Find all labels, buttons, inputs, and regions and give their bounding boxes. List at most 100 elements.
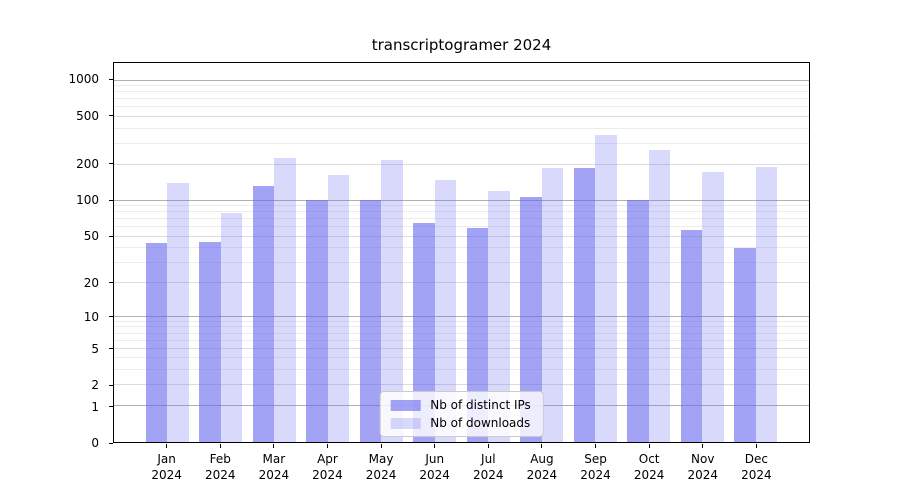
x-tick-label-may: May 2024: [349, 451, 413, 483]
y-tick-label: 500: [76, 108, 99, 123]
bar-downloads-jul: [488, 191, 510, 442]
x-tick-label-aug: Aug 2024: [510, 451, 574, 483]
bar-group-dec: [734, 63, 778, 442]
x-tick-mark: [702, 444, 704, 448]
x-tick-year: 2024: [633, 468, 665, 482]
y-tick-label: 10: [83, 309, 99, 324]
bars-layer: [114, 63, 809, 442]
bar-group-jul: [466, 63, 510, 442]
x-tick-month: Feb: [209, 452, 231, 466]
x-tick-year: 2024: [204, 468, 236, 482]
x-tick-month: May: [368, 452, 394, 466]
bar-distinct-ips-feb: [199, 241, 221, 442]
x-tick-mark: [648, 444, 650, 448]
x-tick-month: Oct: [638, 452, 660, 466]
gridline-minor: [114, 106, 809, 108]
x-tick-label-sep: Sep 2024: [564, 451, 628, 483]
x-tick-month: Sep: [584, 452, 607, 466]
y-tick-label: 50: [83, 229, 99, 244]
gridline-labeled: [114, 163, 809, 165]
plot-area: Nb of distinct IPs Nb of downloads: [113, 62, 810, 443]
x-tick-mark: [380, 444, 382, 448]
bar-group-oct: [627, 63, 671, 442]
y-tick-mark: [109, 316, 113, 318]
x-tick-mark: [273, 444, 275, 448]
x-tick-label-dec: Dec 2024: [724, 451, 788, 483]
x-tick-label-feb: Feb 2024: [188, 451, 252, 483]
bar-downloads-aug: [541, 167, 564, 442]
y-tick-label: 100: [76, 193, 99, 208]
x-tick-mark: [487, 444, 489, 448]
x-tick-label-jul: Jul 2024: [456, 451, 520, 483]
y-tick-label: 20: [83, 275, 99, 290]
y-tick-mark: [109, 282, 113, 284]
bar-downloads-jun: [434, 179, 457, 442]
x-tick-year: 2024: [151, 468, 182, 482]
bar-group-sep: [573, 63, 617, 442]
gridline-minor: [114, 332, 809, 334]
gridline-labeled: [114, 347, 809, 349]
legend-swatch-distinct-ips: [390, 399, 421, 411]
x-tick-year: 2024: [526, 468, 558, 482]
x-tick-year: 2024: [419, 468, 450, 482]
y-tick-mark: [109, 406, 113, 408]
bar-group-apr: [306, 63, 350, 442]
gridline-major: [114, 199, 809, 201]
x-tick-year: 2024: [365, 468, 397, 482]
y-tick-mark: [109, 235, 113, 237]
bar-distinct-ips-dec: [734, 247, 756, 442]
gridline-minor: [114, 142, 809, 144]
gridline-minor: [114, 247, 809, 249]
y-tick-mark: [109, 115, 113, 117]
y-tick-mark: [109, 199, 113, 201]
x-tick-year: 2024: [312, 468, 343, 482]
y-tick-label: 200: [76, 156, 99, 171]
gridline-minor: [114, 85, 809, 87]
x-tick-month: Mar: [262, 452, 286, 466]
x-tick-mark: [166, 444, 168, 448]
x-tick-mark: [755, 444, 757, 448]
x-tick-month: Aug: [530, 452, 554, 466]
y-tick-label: 2: [91, 378, 99, 393]
gridline-minor: [114, 98, 809, 100]
bar-group-nov: [680, 63, 724, 442]
bar-downloads-feb: [220, 212, 243, 442]
x-tick-year: 2024: [741, 468, 772, 482]
legend-item-downloads: Nb of downloads: [390, 416, 531, 430]
gridline-labeled: [114, 115, 809, 117]
gridline-minor: [114, 326, 809, 328]
bar-group-aug: [520, 63, 564, 442]
chart-title: transcriptogramer 2024: [371, 36, 552, 54]
bar-downloads-nov: [702, 171, 724, 442]
bar-distinct-ips-may: [359, 199, 382, 442]
x-tick-label-oct: Oct 2024: [617, 451, 681, 483]
x-tick-mark: [595, 444, 597, 448]
bar-distinct-ips-aug: [520, 196, 542, 442]
x-tick-month: Jan: [157, 452, 176, 466]
bar-distinct-ips-jun: [413, 223, 435, 442]
bar-downloads-jan: [167, 182, 189, 442]
y-tick-label: 1: [91, 399, 99, 414]
legend: Nb of distinct IPs Nb of downloads: [379, 391, 544, 437]
legend-label-distinct-ips: Nb of distinct IPs: [430, 398, 531, 412]
gridline-labeled: [114, 235, 809, 237]
y-tick-mark: [109, 163, 113, 165]
bar-group-feb: [199, 63, 243, 442]
bar-distinct-ips-jan: [145, 242, 168, 442]
y-axis: 0 1 2 5 10 20 50 100 200 500 1000: [0, 62, 113, 450]
bar-group-jun: [413, 63, 457, 442]
x-axis: Jan 2024 Feb 2024 Mar 2024 Apr 2024 May 2024 Jun 20…: [113, 444, 810, 494]
bar-distinct-ips-apr: [306, 200, 328, 442]
gridline-minor: [114, 127, 809, 129]
x-tick-label-jun: Jun 2024: [403, 451, 467, 483]
legend-label-downloads: Nb of downloads: [430, 416, 531, 430]
x-tick-mark: [219, 444, 221, 448]
x-tick-mark: [434, 444, 436, 448]
gridline-major: [114, 79, 809, 81]
y-tick-mark: [109, 348, 113, 350]
legend-swatch-downloads: [390, 417, 421, 429]
bar-distinct-ips-jul: [466, 227, 489, 442]
grid-layer: [114, 63, 809, 442]
gridline-minor: [114, 91, 809, 93]
